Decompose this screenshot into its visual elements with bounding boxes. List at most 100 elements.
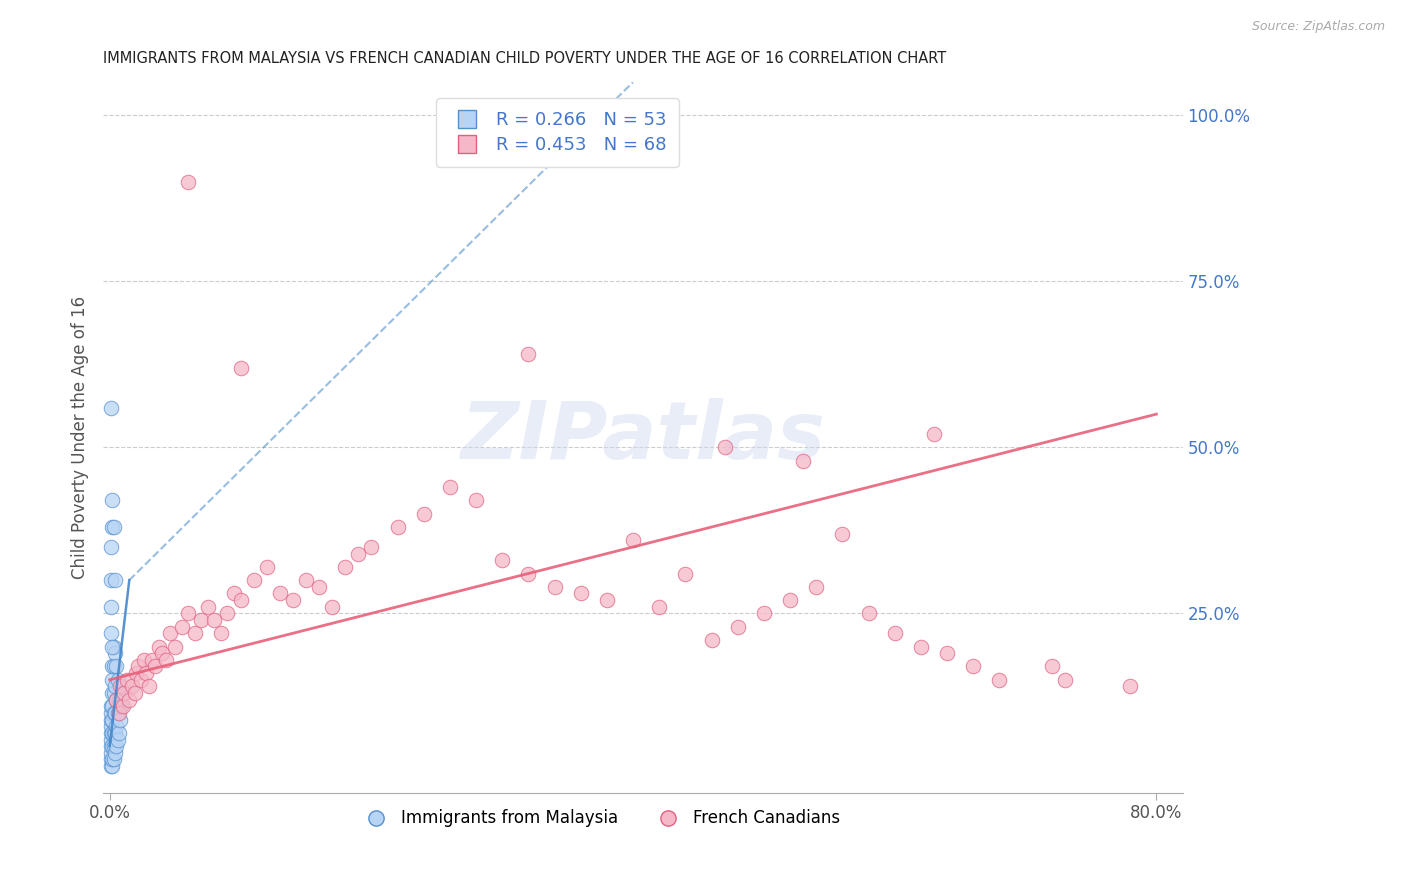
Point xyxy=(883,626,905,640)
Point xyxy=(543,580,565,594)
Point xyxy=(910,640,932,654)
Point xyxy=(217,607,239,621)
Point xyxy=(103,752,125,766)
Point xyxy=(347,547,370,561)
Point xyxy=(101,739,124,754)
Point xyxy=(100,540,122,554)
Point xyxy=(100,626,122,640)
Y-axis label: Child Poverty Under the Age of 16: Child Poverty Under the Age of 16 xyxy=(72,296,89,579)
Point xyxy=(112,686,135,700)
Point xyxy=(145,659,167,673)
Point xyxy=(104,706,127,720)
Point xyxy=(177,175,200,189)
Point xyxy=(962,659,984,673)
Point xyxy=(100,759,122,773)
Point xyxy=(100,746,122,760)
Point xyxy=(107,706,129,720)
Point xyxy=(105,719,128,733)
Point xyxy=(242,573,264,587)
Point xyxy=(108,706,131,720)
Point xyxy=(105,739,128,754)
Point xyxy=(256,560,278,574)
Point xyxy=(439,480,461,494)
Point xyxy=(103,706,125,720)
Point xyxy=(700,632,723,647)
Point xyxy=(727,620,749,634)
Point xyxy=(101,520,124,534)
Point xyxy=(183,626,205,640)
Point xyxy=(100,752,122,766)
Point xyxy=(713,441,735,455)
Point xyxy=(936,646,959,660)
Point xyxy=(127,659,149,673)
Point xyxy=(101,759,124,773)
Point xyxy=(229,593,252,607)
Point xyxy=(101,699,124,714)
Point xyxy=(465,493,488,508)
Point xyxy=(101,726,124,740)
Point xyxy=(209,626,232,640)
Point xyxy=(118,692,141,706)
Point xyxy=(229,360,252,375)
Point xyxy=(101,673,124,687)
Point xyxy=(779,593,801,607)
Point xyxy=(596,593,619,607)
Point xyxy=(101,713,124,727)
Point xyxy=(360,540,382,554)
Point xyxy=(988,673,1011,687)
Point xyxy=(105,659,128,673)
Point xyxy=(100,732,122,747)
Point xyxy=(387,520,409,534)
Point xyxy=(100,401,122,415)
Text: IMMIGRANTS FROM MALAYSIA VS FRENCH CANADIAN CHILD POVERTY UNDER THE AGE OF 16 CO: IMMIGRANTS FROM MALAYSIA VS FRENCH CANAD… xyxy=(103,51,946,66)
Text: Source: ZipAtlas.com: Source: ZipAtlas.com xyxy=(1251,20,1385,33)
Point xyxy=(104,573,127,587)
Point xyxy=(104,746,127,760)
Point xyxy=(170,620,193,634)
Point xyxy=(103,739,125,754)
Point xyxy=(269,586,291,600)
Point xyxy=(135,666,157,681)
Point xyxy=(155,653,177,667)
Point xyxy=(165,640,187,654)
Point xyxy=(491,553,513,567)
Point xyxy=(105,692,128,706)
Point xyxy=(517,566,540,581)
Point xyxy=(110,699,132,714)
Point xyxy=(831,526,853,541)
Point xyxy=(100,699,122,714)
Point xyxy=(100,599,122,614)
Point xyxy=(129,673,152,687)
Point xyxy=(101,686,124,700)
Point xyxy=(101,659,124,673)
Point xyxy=(124,686,146,700)
Point xyxy=(621,533,644,548)
Point xyxy=(148,640,170,654)
Point xyxy=(103,659,125,673)
Point xyxy=(100,739,122,754)
Point xyxy=(100,706,122,720)
Point xyxy=(177,607,200,621)
Point xyxy=(100,713,122,727)
Point xyxy=(108,726,131,740)
Point xyxy=(673,566,696,581)
Point xyxy=(190,613,212,627)
Point xyxy=(308,580,330,594)
Point xyxy=(132,653,155,667)
Point xyxy=(103,726,125,740)
Point xyxy=(103,686,125,700)
Point xyxy=(101,493,124,508)
Point xyxy=(103,640,125,654)
Point xyxy=(202,613,225,627)
Point xyxy=(1040,659,1063,673)
Point xyxy=(100,726,122,740)
Point xyxy=(858,607,880,621)
Point xyxy=(792,453,814,467)
Point xyxy=(125,666,148,681)
Point xyxy=(101,640,124,654)
Point xyxy=(115,673,138,687)
Point xyxy=(321,599,343,614)
Point xyxy=(111,686,134,700)
Point xyxy=(108,680,131,694)
Point xyxy=(103,520,125,534)
